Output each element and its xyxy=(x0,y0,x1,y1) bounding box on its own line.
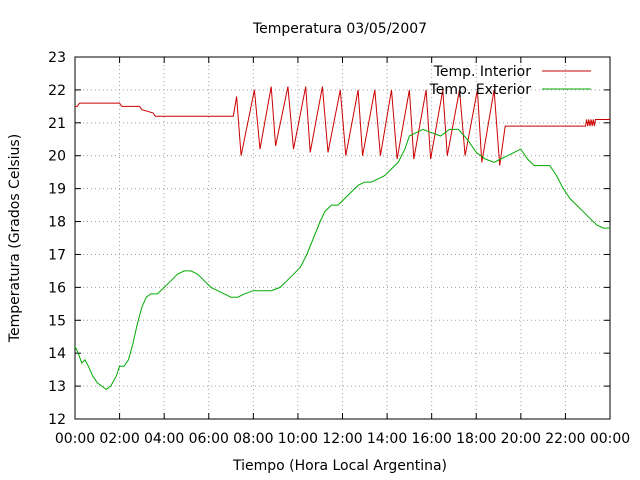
y-tick-label: 21 xyxy=(48,116,66,132)
legend-label-1: Temp. Exterior xyxy=(429,82,532,98)
x-tick-label: 12:00 xyxy=(322,431,362,447)
y-tick-label: 16 xyxy=(48,280,66,296)
y-tick-label: 20 xyxy=(48,149,66,165)
legend: Temp. Interior Temp. Exterior xyxy=(429,64,591,98)
series-lines xyxy=(74,86,610,391)
x-tick-label: 18:00 xyxy=(456,431,496,447)
legend-label-0: Temp. Interior xyxy=(433,64,532,80)
chart-title: Temperatura 03/05/2007 xyxy=(252,21,427,37)
x-axis-label: Tiempo (Hora Local Argentina) xyxy=(232,458,447,474)
y-tick-label: 23 xyxy=(48,50,66,66)
y-axis-label: Temperatura (Grados Celsius) xyxy=(7,134,23,343)
y-tick-label: 22 xyxy=(48,83,66,99)
x-tick-label: 20:00 xyxy=(501,431,541,447)
y-tick-label: 15 xyxy=(48,313,66,329)
x-tick-label: 08:00 xyxy=(233,431,273,447)
x-tick-label: 16:00 xyxy=(411,431,451,447)
y-tick-label: 17 xyxy=(48,247,66,263)
series-line-1 xyxy=(74,128,610,391)
x-tick-label: 00:00 xyxy=(55,431,95,447)
x-tick-label: 10:00 xyxy=(278,431,318,447)
x-tick-label: 02:00 xyxy=(99,431,139,447)
x-tick-label: 06:00 xyxy=(189,431,229,447)
x-tick-label: 00:00 xyxy=(590,431,630,447)
y-tick-label: 18 xyxy=(48,215,66,231)
y-tick-label: 19 xyxy=(48,182,66,198)
series-line-0 xyxy=(75,86,610,166)
y-tick-label: 13 xyxy=(48,379,66,395)
x-tick-label: 04:00 xyxy=(144,431,184,447)
x-tick-label: 14:00 xyxy=(367,431,407,447)
y-tick-label: 12 xyxy=(48,412,66,428)
y-tick-label: 14 xyxy=(48,346,66,362)
x-tick-label: 22:00 xyxy=(545,431,585,447)
